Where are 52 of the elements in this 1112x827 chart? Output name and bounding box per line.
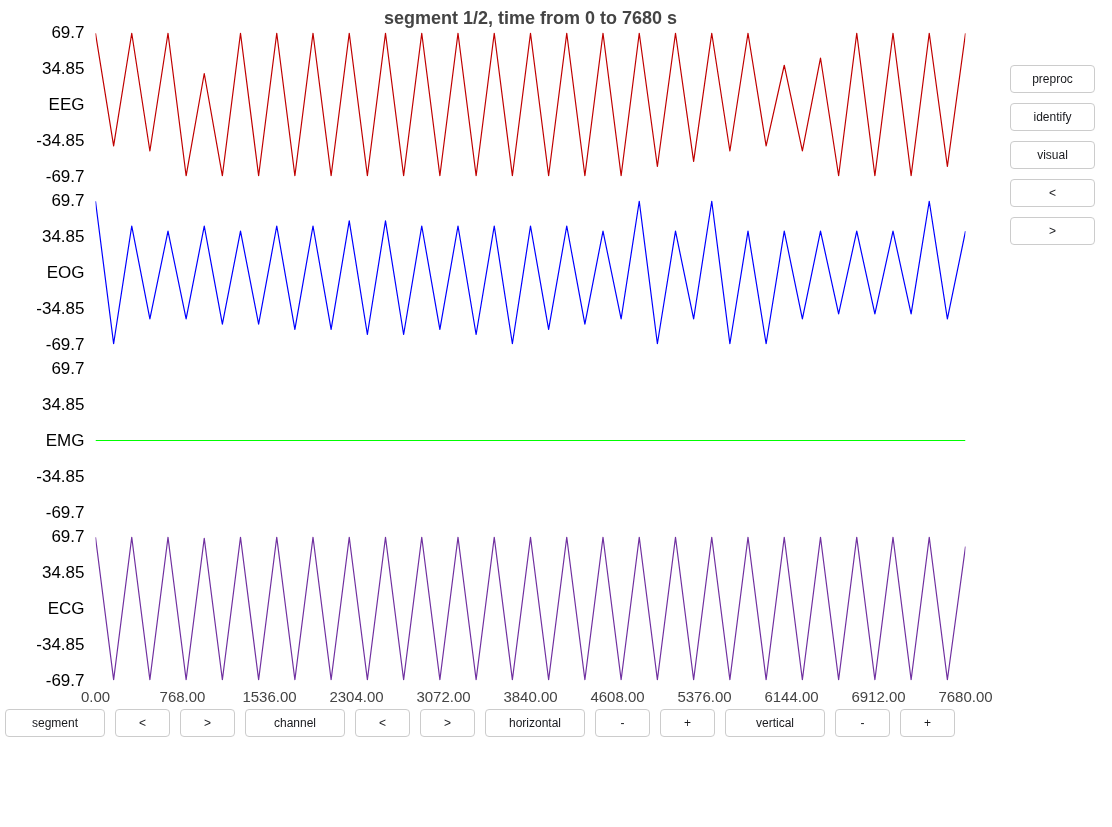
- text: <: [1010, 179, 1095, 207]
- x-tick-label: 2304.00: [329, 687, 384, 705]
- y-tick-label: 69.7: [51, 359, 85, 378]
- y-tick-label: 34.85: [41, 563, 85, 582]
- y-tick-label: -69.7: [45, 503, 85, 522]
- text: +: [900, 709, 955, 737]
- x-tick-label: 5376.00: [677, 687, 732, 705]
- text: -: [835, 709, 890, 737]
- text: identify: [1010, 103, 1095, 131]
- x-tick-label: 6912.00: [851, 687, 906, 705]
- text: horizontal: [485, 709, 585, 737]
- y-tick-label: 34.85: [41, 227, 85, 246]
- text: >: [180, 709, 235, 737]
- series-label: EEG: [48, 95, 85, 114]
- line-series: [95, 536, 966, 681]
- x-tick-label: 0.00: [80, 687, 111, 705]
- x-tick-label: 7680.00: [938, 687, 993, 705]
- x-tick-label: 3072.00: [416, 687, 471, 705]
- series-label: EOG: [46, 263, 85, 282]
- y-tick-label: -34.85: [36, 131, 85, 150]
- y-tick-label: 69.7: [51, 527, 85, 546]
- text: >: [1010, 217, 1095, 245]
- text: segment: [5, 709, 105, 737]
- y-tick-label: -34.85: [36, 299, 85, 318]
- line-series: [95, 32, 966, 177]
- y-tick-label: -69.7: [45, 167, 85, 186]
- y-tick-label: -69.7: [45, 335, 85, 354]
- x-tick-label: 6144.00: [764, 687, 819, 705]
- x-tick-label: 1536.00: [242, 687, 297, 705]
- y-tick-label: 69.7: [51, 23, 85, 42]
- line-series: [95, 200, 966, 345]
- y-tick-label: -69.7: [45, 671, 85, 690]
- series-label: ECG: [47, 599, 85, 618]
- text: vertical: [725, 709, 825, 737]
- text: >: [420, 709, 475, 737]
- text: -: [595, 709, 650, 737]
- y-tick-label: 34.85: [41, 395, 85, 414]
- text: <: [115, 709, 170, 737]
- x-tick-label: 768.00: [159, 687, 206, 705]
- text: +: [660, 709, 715, 737]
- text: channel: [245, 709, 345, 737]
- y-tick-label: 34.85: [41, 59, 85, 78]
- text: <: [355, 709, 410, 737]
- y-tick-label: 69.7: [51, 191, 85, 210]
- text: visual: [1010, 141, 1095, 169]
- x-tick-label: 3840.00: [503, 687, 558, 705]
- x-tick-label: 4608.00: [590, 687, 645, 705]
- y-tick-label: -34.85: [36, 635, 85, 654]
- y-tick-label: -34.85: [36, 467, 85, 486]
- text: preproc: [1010, 65, 1095, 93]
- series-label: EMG: [45, 431, 85, 450]
- chart-title: segment 1/2, time from 0 to 7680 s: [383, 7, 678, 28]
